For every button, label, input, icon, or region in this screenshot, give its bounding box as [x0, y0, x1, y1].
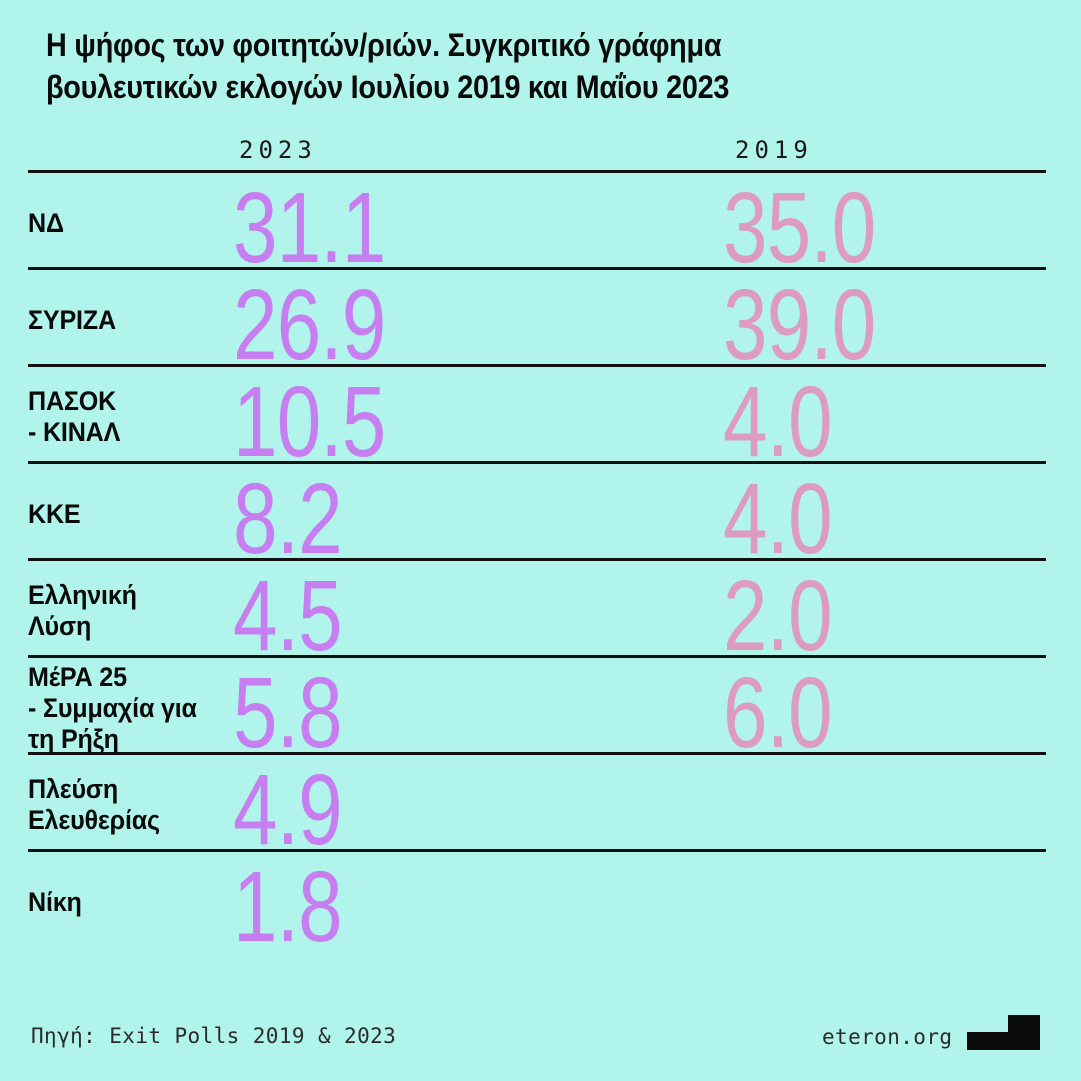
- party-label: ΚΚΕ: [28, 498, 81, 529]
- value-2019: 6.0: [723, 657, 833, 769]
- value-2019: 2.0: [723, 560, 833, 672]
- eteron-logo-icon: [967, 1015, 1040, 1050]
- value-2023: 4.9: [233, 754, 343, 866]
- table-row-mera25: ΜέΡΑ 25 - Συμμαχία για τη Ρήξη 5.8 6.0: [28, 658, 1046, 763]
- value-2019: 4.0: [723, 366, 833, 478]
- table-row-pasok: ΠΑΣΟΚ - ΚΙΝΑΛ 10.5 4.0: [28, 367, 1046, 472]
- value-2023: 1.8: [233, 851, 343, 963]
- party-label: Νίκη: [28, 886, 82, 917]
- value-2023: 4.5: [233, 560, 343, 672]
- column-header-2019: 2019: [735, 136, 813, 164]
- eteron-logo-step-top: [1008, 1015, 1040, 1032]
- party-label: Πλεύση Ελευθερίας: [28, 774, 160, 835]
- column-header-2023: 2023: [239, 136, 317, 164]
- comparison-table: 2023 2019 ΝΔ 31.1 35.0 ΣΥΡΙΖΑ 26.9 39.0 …: [28, 130, 1046, 957]
- table-row-plefsi: Πλεύση Ελευθερίας 4.9: [28, 755, 1046, 860]
- table-row-syriza: ΣΥΡΙΖΑ 26.9 39.0: [28, 270, 1046, 375]
- table-header-row: 2023 2019: [28, 130, 1046, 173]
- value-2023: 8.2: [233, 463, 343, 575]
- website-label: eteron.org: [822, 1025, 953, 1049]
- value-2023: 26.9: [233, 269, 386, 381]
- party-label: Ελληνική Λύση: [28, 580, 137, 641]
- chart-title-line-1: Η ψήφος των φοιτητών/ριών. Συγκριτικό γρ…: [46, 27, 722, 63]
- eteron-logo-step-bottom: [967, 1032, 1040, 1050]
- party-label: ΣΥΡΙΖΑ: [28, 304, 116, 335]
- value-2023: 31.1: [233, 172, 386, 284]
- table-row-elliniki-lysi: Ελληνική Λύση 4.5 2.0: [28, 561, 1046, 666]
- table-row-niki: Νίκη 1.8: [28, 852, 1046, 957]
- value-2019: 39.0: [723, 269, 876, 381]
- source-note: Πηγή: Exit Polls 2019 & 2023: [31, 1024, 397, 1048]
- chart-title: Η ψήφος των φοιτητών/ριών. Συγκριτικό γρ…: [46, 24, 729, 108]
- party-label: ΠΑΣΟΚ - ΚΙΝΑΛ: [28, 386, 121, 447]
- chart-title-line-2: βουλευτικών εκλογών Ιουλίου 2019 και Μαΐ…: [46, 69, 730, 105]
- value-2019: 35.0: [723, 172, 876, 284]
- party-label: ΝΔ: [28, 207, 64, 238]
- party-label: ΜέΡΑ 25 - Συμμαχία για τη Ρήξη: [28, 661, 197, 754]
- table-row-kke: ΚΚΕ 8.2 4.0: [28, 464, 1046, 569]
- value-2023: 10.5: [233, 366, 386, 478]
- value-2023: 5.8: [233, 657, 343, 769]
- value-2019: 4.0: [723, 463, 833, 575]
- table-row-nd: ΝΔ 31.1 35.0: [28, 173, 1046, 278]
